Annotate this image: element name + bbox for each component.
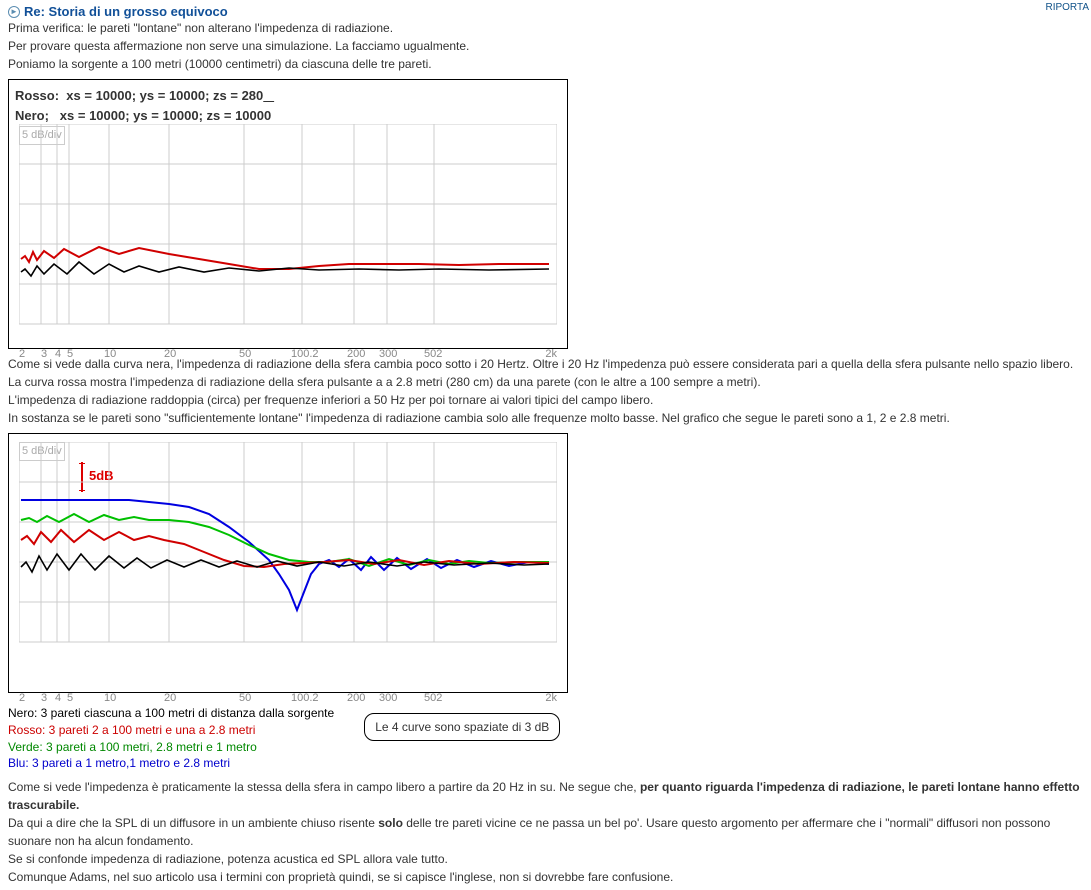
para2-line3: In sostanza se le pareti sono "sufficien… <box>8 409 1083 427</box>
chart1-curve-rosso <box>21 247 549 269</box>
chart2-xt-1: 3 <box>41 690 47 707</box>
report-link[interactable]: RIPORTA <box>1045 2 1089 13</box>
para2-line2: L'impedenza di radiazione raddoppia (cir… <box>8 391 1083 409</box>
chart2-xt-5: 20 <box>164 690 176 707</box>
chart1-legend: Rosso: xs = 10000; ys = 10000; zs = 280 … <box>15 86 561 125</box>
chart1-legend-nero-vals: xs = 10000; ys = 10000; zs = 10000 <box>60 108 271 123</box>
legend2-nero: Nero: 3 pareti ciascuna a 100 metri di d… <box>8 705 334 722</box>
post-title: ► Re: Storia di un grosso equivoco <box>8 4 1083 19</box>
chart2-svg <box>19 442 557 672</box>
chart1-legend-rosso-vals: xs = 10000; ys = 10000; zs = 280 <box>66 88 263 103</box>
chart1-xt-1: 3 <box>41 346 47 363</box>
chart2-xt-6: 50 <box>239 690 251 707</box>
para6: Comunque Adams, nel suo articolo usa i t… <box>8 868 1083 886</box>
para5: Se si confonde impedenza di radiazione, … <box>8 850 1083 868</box>
chart2-xt-9: 300 <box>379 690 397 707</box>
chart2-xt-8: 200 <box>347 690 365 707</box>
chart1-xt-7: 100.2 <box>291 346 319 363</box>
chart2-xt-2: 4 <box>55 690 61 707</box>
legend2-verde: Verde: 3 pareti a 100 metri, 2.8 metri e… <box>8 739 334 756</box>
chart1-xt-3: 5 <box>67 346 73 363</box>
chart2-xt-7: 100.2 <box>291 690 319 707</box>
chart2-frame: 5 dB/div 5dB <box>8 433 568 693</box>
legend2-rosso: Rosso: 3 pareti 2 a 100 metri e una a 2.… <box>8 722 334 739</box>
chart1-xt-11: 2k <box>545 346 557 363</box>
chart1-svg <box>19 124 557 342</box>
chart1-xt-10: 502 <box>424 346 442 363</box>
chart2-xt-10: 502 <box>424 690 442 707</box>
legend2-note: Le 4 curve sono spaziate di 3 dB <box>364 713 560 741</box>
chart2-curve-legend: Nero: 3 pareti ciascuna a 100 metri di d… <box>8 705 334 772</box>
legend2-blu: Blu: 3 pareti a 1 metro,1 metro e 2.8 me… <box>8 755 334 772</box>
chart1-xt-9: 300 <box>379 346 397 363</box>
chart1-legend-rosso-label: Rosso: <box>15 88 59 103</box>
para1-line2: Per provare questa affermazione non serv… <box>8 37 1083 55</box>
chart1-xt-6: 50 <box>239 346 251 363</box>
chart2-xt-0: 2 <box>19 690 25 707</box>
para1-line1: Prima verifica: le pareti "lontane" non … <box>8 19 1083 37</box>
chart1-xt-5: 20 <box>164 346 176 363</box>
chart1-xt-8: 200 <box>347 346 365 363</box>
post-body: Prima verifica: le pareti "lontane" non … <box>8 19 1083 886</box>
chart1-frame: Rosso: xs = 10000; ys = 10000; zs = 280 … <box>8 79 568 349</box>
para4-bold: solo <box>378 816 403 830</box>
bullet-icon: ► <box>8 6 20 18</box>
para3-pre: Come si vede l'impedenza è praticamente … <box>8 780 640 794</box>
chart1-xt-2: 4 <box>55 346 61 363</box>
chart1-xt-4: 10 <box>104 346 116 363</box>
chart2-xt-3: 5 <box>67 690 73 707</box>
chart2-xt-11: 2k <box>545 690 557 707</box>
post-title-link[interactable]: Re: Storia di un grosso equivoco <box>24 4 228 19</box>
chart1-legend-nero-label: Nero; <box>15 108 49 123</box>
chart1-xt-0: 2 <box>19 346 25 363</box>
chart2-xt-4: 10 <box>104 690 116 707</box>
para1-line3: Poniamo la sorgente a 100 metri (10000 c… <box>8 55 1083 73</box>
para4-pre: Da qui a dire che la SPL di un diffusore… <box>8 816 378 830</box>
